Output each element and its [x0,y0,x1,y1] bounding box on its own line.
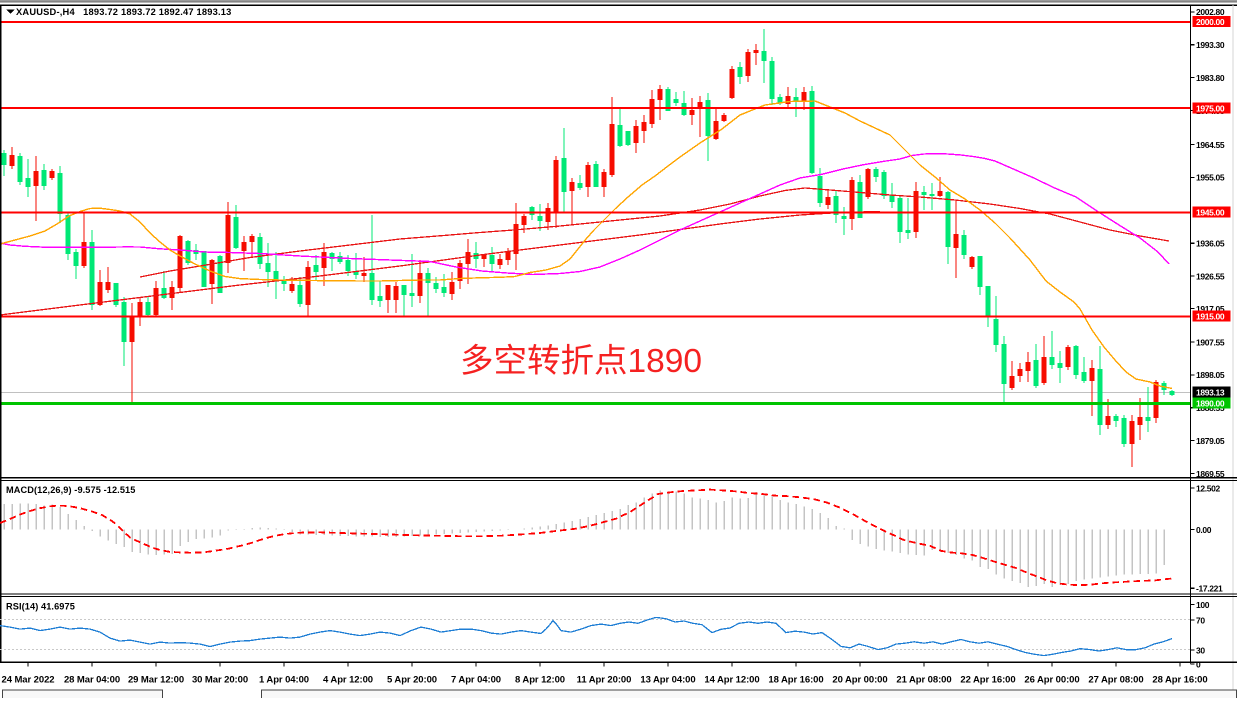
svg-text:1964.55: 1964.55 [1196,140,1225,150]
svg-text:0: 0 [1196,659,1201,669]
svg-text:13 Apr 04:00: 13 Apr 04:00 [640,675,695,686]
svg-text:1945.00: 1945.00 [1196,207,1225,217]
svg-text:1915.00: 1915.00 [1196,311,1225,321]
svg-text:1936.05: 1936.05 [1196,239,1225,249]
svg-text:26 Apr 00:00: 26 Apr 00:00 [1024,675,1079,686]
svg-text:MACD(12,26,9) -9.575 -12.515: MACD(12,26,9) -9.575 -12.515 [6,485,135,495]
svg-text:1983.80: 1983.80 [1196,73,1225,83]
svg-text:28 Mar 04:00: 28 Mar 04:00 [64,675,120,686]
svg-text:1890.00: 1890.00 [1196,398,1225,408]
svg-text:14 Apr 12:00: 14 Apr 12:00 [704,675,759,686]
svg-text:2002.80: 2002.80 [1196,7,1225,17]
svg-text:29 Mar 12:00: 29 Mar 12:00 [128,675,184,686]
svg-text:30 Mar 20:00: 30 Mar 20:00 [192,675,248,686]
svg-text:1 Apr 04:00: 1 Apr 04:00 [259,675,309,686]
svg-text:0.00: 0.00 [1196,525,1212,535]
svg-text:1879.05: 1879.05 [1196,436,1225,446]
svg-text:11 Apr 20:00: 11 Apr 20:00 [577,675,632,686]
svg-text:1975.00: 1975.00 [1196,103,1225,113]
svg-text:21 Apr 08:00: 21 Apr 08:00 [896,675,951,686]
svg-text:100: 100 [1196,600,1210,610]
svg-text:1898.05: 1898.05 [1196,370,1225,380]
svg-text:7 Apr 04:00: 7 Apr 04:00 [451,675,501,686]
svg-text:18 Apr 16:00: 18 Apr 16:00 [768,675,823,686]
svg-text:1955.05: 1955.05 [1196,173,1225,183]
svg-text:2000.00: 2000.00 [1196,17,1225,27]
svg-text:5 Apr 20:00: 5 Apr 20:00 [387,675,437,686]
svg-text:RSI(14) 41.6975: RSI(14) 41.6975 [6,602,75,612]
svg-text:20 Apr 00:00: 20 Apr 00:00 [832,675,887,686]
svg-text:30: 30 [1196,645,1205,655]
svg-text:27 Apr 08:00: 27 Apr 08:00 [1088,675,1143,686]
svg-text:XAUUSD-,H4 1893.72 1893.72 1: XAUUSD-,H4 1893.72 1893.72 1892.47 1893.… [16,7,232,17]
svg-text:22 Apr 16:00: 22 Apr 16:00 [960,675,1015,686]
svg-text:1926.55: 1926.55 [1196,272,1225,282]
svg-text:70: 70 [1196,615,1205,625]
svg-text:-17.221: -17.221 [1196,584,1223,594]
svg-text:4 Apr 12:00: 4 Apr 12:00 [323,675,373,686]
svg-text:1993.30: 1993.30 [1196,40,1225,50]
svg-text:28 Apr 16:00: 28 Apr 16:00 [1152,675,1207,686]
svg-text:1869.55: 1869.55 [1196,469,1225,479]
svg-text:1907.55: 1907.55 [1196,337,1225,347]
svg-text:1890: 1890 [628,343,703,380]
svg-text:12.502: 12.502 [1196,483,1221,493]
svg-text:8 Apr 12:00: 8 Apr 12:00 [515,675,565,686]
svg-text:24 Mar 2022: 24 Mar 2022 [2,675,55,686]
svg-text:1893.13: 1893.13 [1196,387,1225,397]
